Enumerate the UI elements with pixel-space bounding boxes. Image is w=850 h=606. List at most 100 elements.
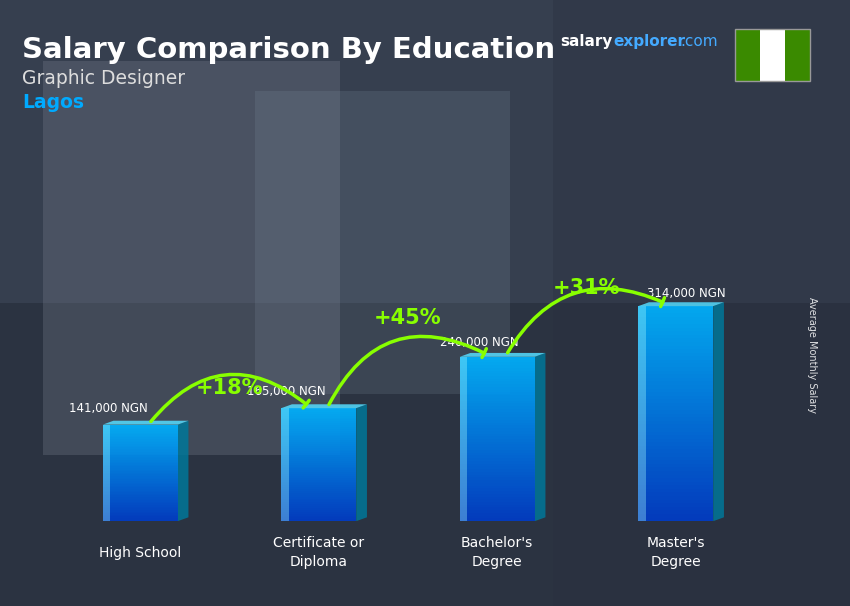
- Bar: [460, 491, 535, 494]
- Bar: [103, 492, 178, 494]
- Bar: [460, 406, 535, 409]
- Bar: [281, 453, 356, 455]
- Bar: [281, 506, 356, 508]
- Bar: [460, 447, 535, 450]
- Bar: [103, 460, 178, 462]
- Bar: [460, 461, 535, 464]
- Bar: [460, 365, 535, 368]
- Text: +45%: +45%: [374, 308, 442, 328]
- Bar: [281, 459, 356, 461]
- Text: Master's
Degree: Master's Degree: [647, 536, 705, 569]
- Text: Lagos: Lagos: [22, 93, 84, 112]
- Bar: [103, 513, 178, 514]
- Bar: [103, 482, 178, 484]
- Text: explorer: explorer: [613, 34, 685, 49]
- Bar: [638, 493, 713, 496]
- Bar: [281, 499, 356, 501]
- Bar: [638, 338, 713, 342]
- Bar: [103, 500, 178, 502]
- Bar: [460, 431, 535, 433]
- Bar: [281, 438, 356, 440]
- Bar: [638, 421, 713, 424]
- Bar: [638, 310, 713, 313]
- Bar: [638, 507, 713, 510]
- Bar: [638, 460, 713, 464]
- Polygon shape: [535, 353, 546, 521]
- Bar: [638, 396, 713, 399]
- Bar: [103, 484, 178, 486]
- Bar: [103, 465, 178, 467]
- Bar: [460, 439, 535, 442]
- Bar: [460, 417, 535, 420]
- Bar: [103, 425, 110, 521]
- Bar: [281, 519, 356, 521]
- Bar: [638, 403, 713, 407]
- Bar: [638, 410, 713, 414]
- Bar: [638, 367, 713, 371]
- Bar: [638, 457, 713, 460]
- Bar: [460, 480, 535, 483]
- Bar: [460, 401, 535, 404]
- Bar: [103, 468, 178, 470]
- Bar: [638, 371, 713, 375]
- Bar: [281, 476, 356, 478]
- Bar: [460, 505, 535, 507]
- Bar: [103, 462, 178, 463]
- Text: Bachelor's
Degree: Bachelor's Degree: [461, 536, 534, 569]
- Bar: [281, 416, 356, 418]
- Bar: [638, 388, 713, 392]
- Bar: [460, 474, 535, 478]
- Bar: [281, 516, 356, 518]
- Bar: [638, 378, 713, 381]
- Bar: [281, 511, 356, 514]
- Bar: [638, 442, 713, 446]
- Bar: [103, 442, 178, 444]
- Bar: [103, 425, 178, 426]
- Bar: [638, 478, 713, 482]
- Bar: [103, 519, 178, 521]
- Bar: [638, 392, 713, 396]
- Bar: [281, 487, 356, 489]
- Bar: [460, 516, 535, 518]
- Bar: [460, 464, 535, 467]
- Bar: [638, 450, 713, 453]
- Text: High School: High School: [99, 545, 181, 560]
- Bar: [281, 455, 356, 457]
- Bar: [460, 411, 535, 415]
- Bar: [460, 359, 535, 362]
- Bar: [460, 376, 535, 379]
- Bar: [460, 494, 535, 496]
- Bar: [460, 428, 535, 431]
- Bar: [281, 440, 356, 442]
- Polygon shape: [281, 404, 367, 408]
- Bar: [638, 485, 713, 489]
- Bar: [638, 324, 713, 328]
- Bar: [638, 431, 713, 435]
- Bar: [281, 497, 356, 499]
- Polygon shape: [460, 353, 546, 357]
- Bar: [103, 507, 178, 508]
- Bar: [460, 450, 535, 453]
- Bar: [281, 435, 356, 436]
- Bar: [281, 457, 356, 459]
- Bar: [103, 478, 178, 479]
- Bar: [638, 474, 713, 478]
- Bar: [785, 29, 810, 81]
- Bar: [638, 317, 713, 321]
- Bar: [103, 479, 178, 481]
- Bar: [103, 433, 178, 435]
- Bar: [460, 444, 535, 447]
- Bar: [103, 474, 178, 476]
- Bar: [103, 494, 178, 496]
- Bar: [281, 480, 356, 482]
- Text: Salary Comparison By Education: Salary Comparison By Education: [22, 36, 555, 64]
- Bar: [103, 516, 178, 518]
- Text: Graphic Designer: Graphic Designer: [22, 69, 185, 88]
- Bar: [638, 328, 713, 331]
- Bar: [638, 510, 713, 514]
- Bar: [460, 398, 535, 401]
- Bar: [460, 379, 535, 381]
- Bar: [460, 496, 535, 499]
- Polygon shape: [103, 421, 189, 425]
- Text: 240,000 NGN: 240,000 NGN: [440, 336, 518, 349]
